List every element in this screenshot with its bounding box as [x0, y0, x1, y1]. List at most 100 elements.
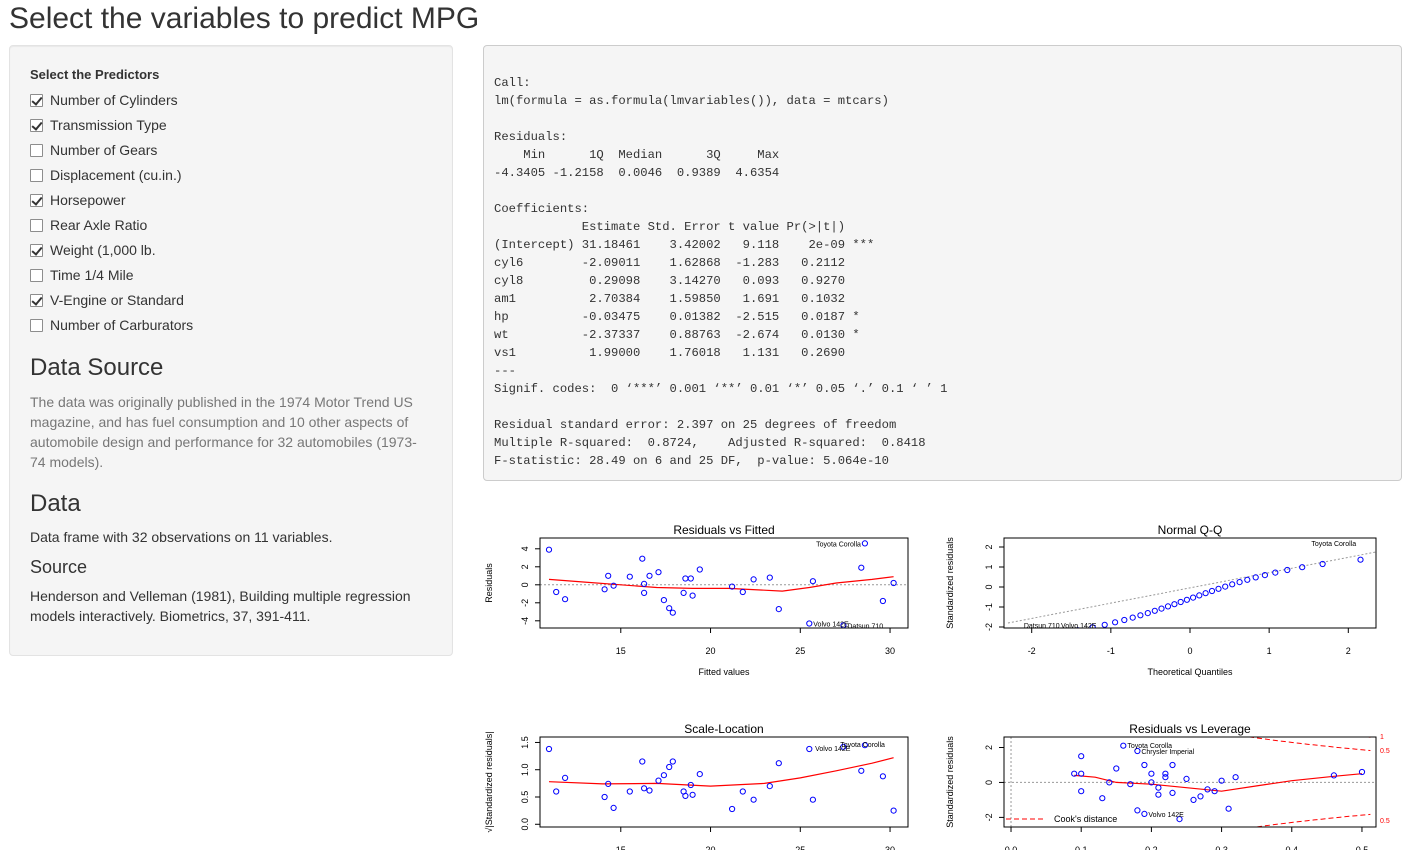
predictor-checkbox[interactable]	[30, 118, 43, 132]
data-point	[1176, 816, 1183, 823]
predictor-option[interactable]: Number of Carburators	[30, 316, 193, 334]
predictor-checkbox[interactable]	[30, 93, 43, 107]
predictor-label[interactable]: Transmission Type	[50, 117, 167, 133]
data-point	[1134, 747, 1141, 755]
plot-area	[1004, 737, 1376, 827]
data-point	[1218, 777, 1225, 784]
predictor-checkbox[interactable]	[30, 218, 43, 232]
predictor-checkbox[interactable]	[30, 318, 43, 332]
x-tick-label: 0.0	[1005, 845, 1018, 850]
predictor-option[interactable]: Displacement (cu.in.)	[30, 166, 182, 184]
data-point	[806, 745, 813, 753]
data-point	[1078, 770, 1085, 777]
cooks-level-label: 0.5	[1380, 818, 1390, 825]
predictor-label[interactable]: Horsepower	[50, 192, 126, 208]
data-text: Data frame with 32 observations on 11 va…	[30, 529, 333, 545]
data-point	[626, 573, 633, 580]
data-point	[1144, 610, 1151, 617]
predictor-option[interactable]: Rear Axle Ratio	[30, 216, 147, 234]
data-point	[1299, 564, 1306, 571]
predictor-label[interactable]: Number of Gears	[50, 142, 158, 158]
data-point	[1183, 596, 1191, 603]
data-point	[861, 540, 868, 547]
data-point	[1099, 795, 1106, 802]
predictor-option[interactable]: Weight (1,000 lb.	[30, 241, 156, 259]
data-point	[639, 555, 646, 562]
smoother-line	[548, 757, 894, 787]
point-label: Chrysler Imperial	[1141, 749, 1194, 756]
data-point	[1155, 784, 1162, 791]
data-point	[562, 774, 569, 781]
smoother-line	[1074, 773, 1363, 792]
predictor-label[interactable]: V-Engine or Standard	[50, 292, 184, 308]
summary-line: (Intercept) 31.18461 3.42002 9.118 2e-09…	[494, 238, 875, 252]
data-point	[641, 785, 648, 792]
data-source-text: The data was originally published in the…	[30, 394, 417, 470]
predictor-option[interactable]: Number of Cylinders	[30, 91, 178, 109]
data-point	[890, 579, 897, 587]
x-axis-label: Theoretical Quantiles	[1147, 667, 1233, 677]
predictor-option[interactable]: Horsepower	[30, 191, 125, 209]
data-point	[739, 788, 746, 795]
x-tick-label: 0.2	[1145, 845, 1158, 850]
predictor-checkbox[interactable]	[30, 268, 43, 282]
data-point	[1121, 616, 1128, 624]
data-point	[1141, 761, 1148, 769]
data-point	[1141, 810, 1148, 817]
data-point	[809, 578, 816, 585]
data-point	[660, 597, 667, 604]
data-point	[545, 546, 553, 553]
summary-line: lm(formula = as.formula(lmvariables()), …	[494, 94, 889, 108]
x-tick-label: 1	[1267, 646, 1272, 656]
data-point	[680, 589, 687, 597]
predictors-label: Select the Predictors	[30, 67, 160, 82]
predictor-label[interactable]: Number of Carburators	[50, 317, 194, 333]
data-point	[1197, 793, 1204, 800]
cooks-distance-curve	[1246, 737, 1371, 751]
predictor-label[interactable]: Rear Axle Ratio	[50, 217, 148, 233]
sidebar-panel: Select the Predictors Number of Cylinder…	[9, 45, 453, 656]
y-axis-label: Standardized residuals	[945, 537, 955, 629]
x-tick-label: 15	[616, 646, 626, 656]
point-label: Volvo 142E	[1061, 623, 1097, 630]
data-point	[1017, 635, 1022, 640]
predictor-checkbox[interactable]	[30, 293, 43, 307]
predictor-checkbox[interactable]	[30, 168, 43, 182]
x-tick-label: 0.3	[1215, 845, 1228, 850]
predictor-option[interactable]: V-Engine or Standard	[30, 291, 184, 309]
data-heading: Data	[30, 490, 81, 517]
predictor-checkbox[interactable]	[30, 243, 43, 257]
data-point	[689, 791, 696, 798]
data-point	[1112, 619, 1119, 626]
data-point	[1162, 774, 1169, 781]
x-tick-label: 0.1	[1075, 845, 1088, 850]
data-point	[1211, 788, 1218, 795]
data-point	[879, 773, 886, 780]
summary-line: vs1 1.99000 1.76018 1.131 0.2690	[494, 346, 846, 360]
predictor-label[interactable]: Time 1/4 Mile	[50, 267, 134, 283]
data-point	[1155, 791, 1162, 798]
predictor-option[interactable]: Transmission Type	[30, 116, 167, 134]
summary-line: ---	[494, 364, 516, 378]
data-point	[879, 597, 886, 605]
data-point	[858, 564, 865, 571]
predictor-option[interactable]: Time 1/4 Mile	[30, 266, 134, 284]
summary-line: Call:	[494, 76, 531, 90]
predictor-checkbox[interactable]	[30, 193, 43, 207]
summary-line: hp -0.03475 0.01382 -2.515 0.0187 *	[494, 310, 860, 324]
point-label: Volvo 142E	[815, 746, 851, 753]
predictor-option[interactable]: Number of Gears	[30, 141, 157, 159]
data-point	[641, 580, 648, 588]
data-point	[1137, 612, 1144, 619]
page-title: Select the variables to predict MPG	[9, 2, 480, 35]
predictor-checkbox[interactable]	[30, 143, 43, 157]
predictor-label[interactable]: Number of Cylinders	[50, 92, 178, 108]
predictor-label[interactable]: Weight (1,000 lb.	[50, 242, 156, 258]
data-point	[806, 620, 813, 627]
predictor-label[interactable]: Displacement (cu.in.)	[50, 167, 182, 183]
x-tick-label: 30	[885, 646, 895, 656]
plot-area	[540, 540, 908, 628]
data-point	[1162, 770, 1169, 777]
qq-reference-line	[1007, 551, 1376, 624]
